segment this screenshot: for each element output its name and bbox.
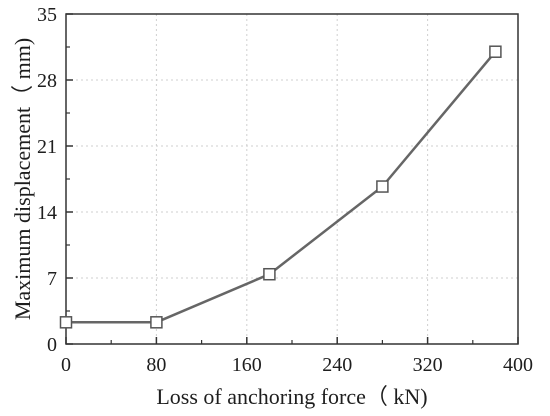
grid-lines <box>66 14 518 344</box>
x-axis-label: Loss of anchoring force（ kN) <box>156 384 427 409</box>
y-tick-label: 35 <box>37 4 57 26</box>
data-point-marker <box>59 316 73 329</box>
x-tick-label: 400 <box>503 354 533 376</box>
x-tick-label: 160 <box>232 354 262 376</box>
data-point-marker <box>263 267 276 281</box>
data-point-marker <box>489 45 502 58</box>
y-tick-label: 21 <box>37 136 57 158</box>
y-tick-label: 28 <box>37 70 57 92</box>
x-tick-label: 0 <box>61 354 71 376</box>
x-tick-label: 240 <box>322 354 352 376</box>
x-tick-label: 320 <box>413 354 443 376</box>
axis-ticks <box>65 13 519 345</box>
y-tick-label: 7 <box>47 268 57 290</box>
plot-frame <box>65 13 519 345</box>
data-point-marker <box>150 316 163 329</box>
series-line <box>66 50 497 324</box>
series-group <box>59 45 502 329</box>
y-tick-label: 14 <box>37 202 57 224</box>
y-tick-labels: 0 7 14 21 28 35 <box>37 4 57 356</box>
x-tick-label: 80 <box>146 354 166 376</box>
y-tick-label: 0 <box>47 334 57 356</box>
y-axis-label: Maximum displacement（ mm) <box>10 38 35 320</box>
data-point-marker <box>376 180 389 193</box>
x-tick-labels: 0 80 160 240 320 400 <box>61 354 533 376</box>
